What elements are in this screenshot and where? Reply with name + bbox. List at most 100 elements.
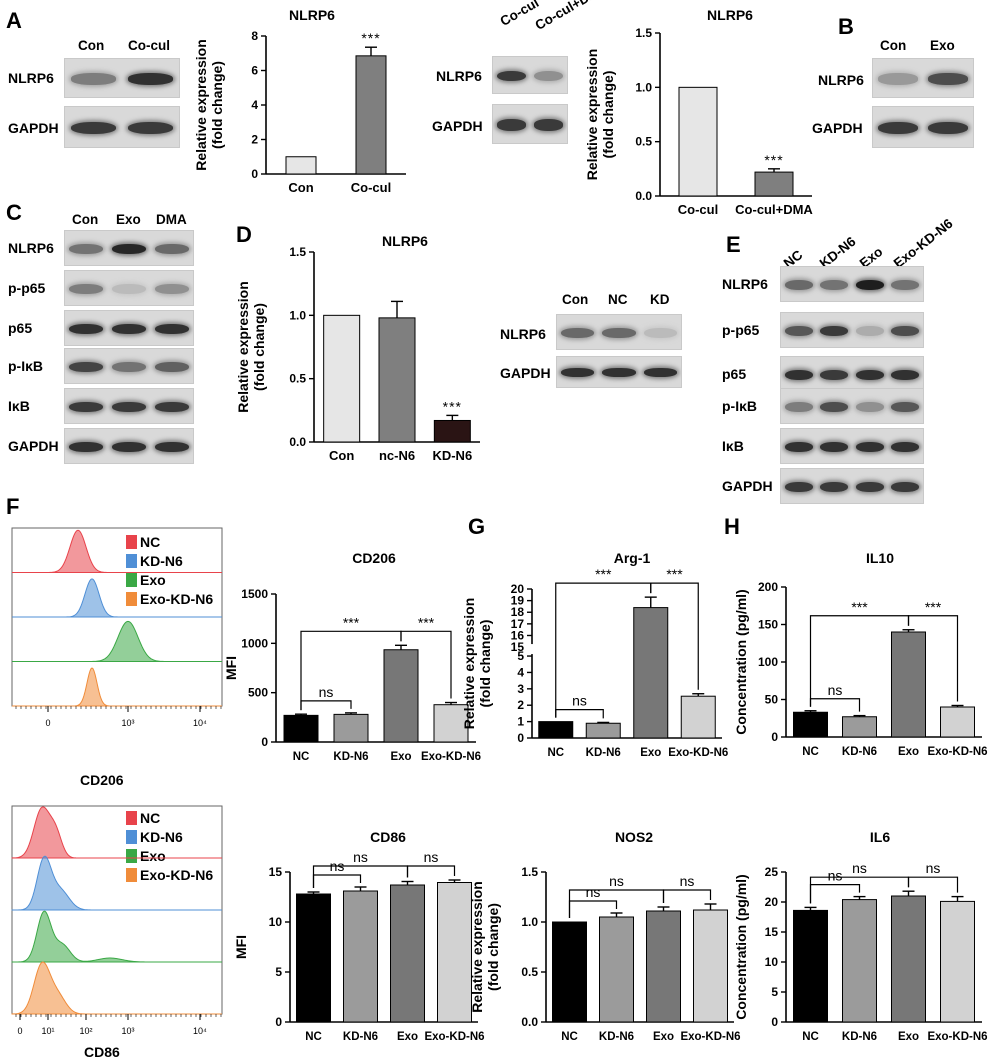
legend-item: Exo	[126, 846, 213, 865]
blot-lane-label: Co-cul	[128, 38, 170, 53]
legend-item: NC	[126, 532, 213, 551]
y-tick-label: 4	[251, 98, 258, 112]
significance-bracket	[568, 900, 618, 918]
y-axis-label: Relative expression	[461, 598, 477, 730]
x-tick-label: nc-N6	[379, 448, 415, 463]
x-tick-label: NC	[561, 1031, 578, 1043]
blot-strip	[780, 312, 924, 348]
bar	[323, 314, 361, 443]
bar	[343, 890, 378, 1023]
blot-band	[533, 119, 564, 131]
y-tick-label: 1.0	[635, 80, 652, 94]
bar	[585, 722, 621, 739]
x-tick-label: NC	[802, 746, 819, 758]
y-tick-label: 200	[758, 580, 778, 594]
blot-row-label: GAPDH	[500, 365, 551, 381]
y-tick-label: 19	[511, 594, 525, 608]
significance-mark: ns	[680, 873, 695, 889]
y-tick-label: 5	[771, 985, 778, 999]
bar	[538, 721, 574, 739]
bar	[355, 55, 387, 175]
significance-mark: ***	[666, 566, 683, 582]
blot-strip	[492, 56, 568, 94]
y-tick-label: 3	[517, 682, 524, 696]
chart-title: Arg-1	[614, 550, 651, 566]
blot-strip	[64, 428, 194, 464]
bar-chart-il6: 0 5 10 15 20 25 IL6 Concentration (pg/ml) NC KD-N…	[733, 829, 988, 1043]
flow-tick-label: 10⁴	[193, 1026, 207, 1036]
flow-xlabel-cd206: CD206	[80, 772, 124, 788]
flow-xlabel-cd86: CD86	[84, 1044, 120, 1060]
y-tick-label: 0	[517, 731, 524, 745]
y-tick-label: 18	[511, 605, 525, 619]
blot-row-label: GAPDH	[8, 438, 59, 454]
bar	[378, 317, 416, 443]
x-tick-label: KD-N6	[599, 1031, 634, 1043]
y-tick-label: 15	[269, 865, 283, 879]
blot-band	[928, 122, 968, 135]
blot-band	[111, 441, 147, 453]
legend-item: NC	[126, 808, 213, 827]
blot-lane-label: Con	[880, 38, 907, 53]
blot-row-label: p-IκB	[8, 358, 44, 374]
blot-band	[154, 243, 189, 255]
y-axis-label: Relative expression	[235, 281, 251, 413]
panel-label-e: E	[726, 232, 741, 257]
blot-band	[891, 369, 920, 381]
y-tick-label: 1.5	[289, 245, 306, 259]
flow-tick-label: 10³	[121, 718, 134, 728]
histogram-exo	[11, 910, 222, 963]
chart-title: IL6	[870, 829, 890, 845]
flow-histogram-cd206: 0 10³ 10⁴	[11, 527, 223, 728]
y-tick-label: 0.0	[635, 189, 652, 203]
blot-band	[820, 369, 849, 381]
blot-row-label: NLRP6	[8, 70, 54, 86]
panel-label-d: D	[236, 222, 252, 247]
bar	[296, 893, 331, 1023]
blot-band	[69, 361, 104, 373]
blot-lane-label: Con	[78, 38, 105, 53]
blot-band	[70, 73, 117, 85]
y-tick-label: 2	[251, 133, 258, 147]
blot-band	[643, 327, 677, 339]
bar	[940, 900, 975, 1023]
blot-row-label: NLRP6	[818, 72, 864, 88]
legend-label: Exo-KD-N6	[140, 590, 214, 607]
panel-label-c: C	[6, 200, 22, 225]
blot-band	[784, 325, 813, 337]
y-tick-label: 500	[248, 686, 268, 700]
significance-bracket	[907, 615, 959, 702]
legend-label: KD-N6	[140, 828, 183, 845]
x-tick-label: KD-N6	[432, 448, 472, 463]
legend-swatch	[126, 848, 137, 863]
chart-title: CD86	[370, 829, 406, 845]
y-tick-label: 5	[275, 965, 282, 979]
legend-label: Exo-KD-N6	[140, 866, 214, 883]
panel-label-h: H	[724, 514, 740, 539]
bar-chart-a2: 0.0 0.5 1.0 1.5 NLRP6 Relative expression (fol…	[584, 7, 813, 217]
blot-band	[820, 401, 849, 413]
y-tick-label: 50	[765, 693, 779, 707]
blot-row-label: IκB	[8, 398, 30, 414]
blot-strip	[556, 356, 682, 388]
x-tick-label: Con	[288, 180, 313, 195]
blot-band	[784, 441, 813, 453]
y-axis-label: (fold change)	[251, 303, 267, 391]
flow-tick-label: 10¹	[41, 1026, 54, 1036]
y-axis-label: Concentration (pg/ml)	[733, 874, 749, 1019]
blot-band	[70, 122, 117, 135]
blot-strip	[780, 428, 924, 464]
legend-label: Exo	[140, 847, 166, 864]
blot-band	[111, 401, 147, 413]
blot-band	[855, 481, 884, 493]
significance-mark: ***	[361, 30, 380, 46]
y-tick-label: 6	[251, 64, 258, 78]
blot-row-label: p65	[722, 366, 747, 382]
y-tick-label: 1	[517, 715, 524, 729]
blot-row-label: p-p65	[722, 322, 760, 338]
x-tick-label: KD-N6	[586, 747, 621, 759]
blot-band	[784, 279, 813, 291]
blot-band	[496, 119, 527, 131]
y-tick-label: 1.5	[635, 26, 652, 40]
